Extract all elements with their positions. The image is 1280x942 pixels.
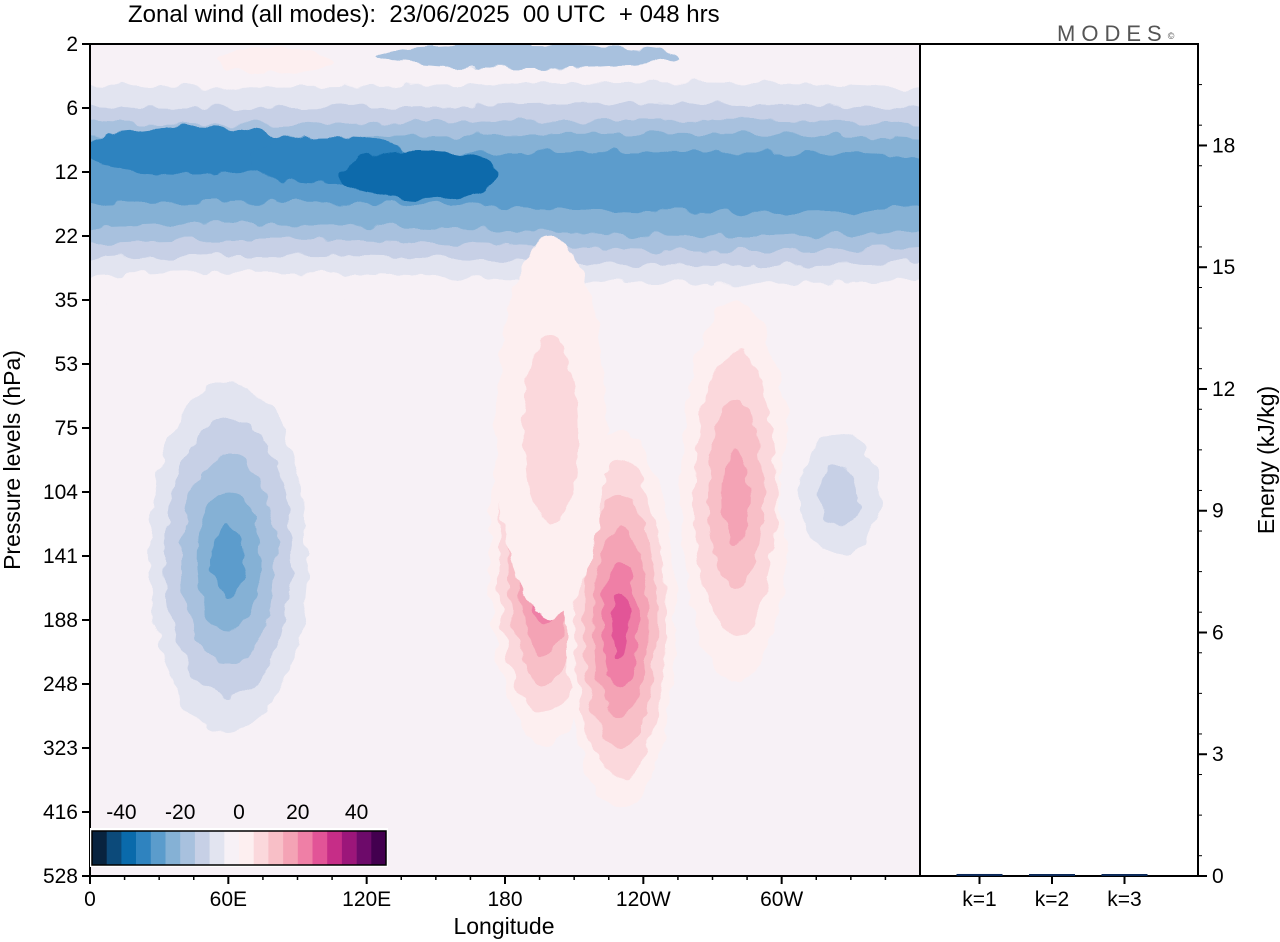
energy-tick-label: 12 [1212, 378, 1235, 401]
x-tick-label: 60W [760, 888, 803, 911]
colorbar-tick-label: 40 [345, 801, 368, 824]
modes-logo: MODES© [1057, 21, 1174, 47]
energy-x-tick-label: k=3 [1107, 888, 1141, 911]
colorbar-swatch [268, 831, 284, 865]
colorbar-swatch [327, 831, 343, 865]
colorbar-swatch [209, 831, 225, 865]
y-tick-label: 12 [55, 161, 78, 184]
y-tick-label: 2 [66, 33, 78, 56]
colorbar-swatch [136, 831, 152, 865]
y-tick-label: 6 [66, 97, 78, 120]
chart-title: Zonal wind (all modes): 23/06/2025 00 UT… [128, 1, 720, 28]
energy-x-tick-label: k=2 [1035, 888, 1069, 911]
energy-tick-label: 6 [1212, 621, 1224, 644]
energy-x-tick-label: k=1 [962, 888, 996, 911]
colorbar-swatch [312, 831, 328, 865]
energy-tick-label: 3 [1212, 743, 1224, 766]
colorbar-swatch [106, 831, 122, 865]
energy-tick-label: 18 [1212, 134, 1235, 157]
colorbar-swatch [194, 831, 210, 865]
y-tick-label: 323 [43, 737, 78, 760]
y-axis-title: Pressure levels (hPa) [0, 350, 25, 570]
colorbar-tick-label: 0 [233, 801, 245, 824]
colorbar-swatch [180, 831, 196, 865]
colorbar-swatch [341, 831, 357, 865]
colorbar-swatch [283, 831, 299, 865]
copyright-mark: © [1167, 31, 1175, 41]
energy-bar [1101, 874, 1148, 876]
x-tick-label: 0 [84, 888, 96, 911]
energy-tick-label: 0 [1212, 865, 1224, 888]
colorbar-frame [91, 830, 387, 866]
energy-tick-label: 15 [1212, 256, 1235, 279]
y-tick-label: 248 [43, 673, 78, 696]
logo-text: MODES [1057, 21, 1168, 46]
colorbar-swatch [356, 831, 372, 865]
colorbar-swatch [253, 831, 269, 865]
colorbar-swatch [224, 831, 240, 865]
colorbar-swatch [150, 831, 166, 865]
y-tick-label: 104 [43, 481, 78, 504]
y-tick-label: 141 [43, 545, 78, 568]
colorbar-swatch [92, 831, 107, 865]
x-tick-label: 60E [210, 888, 247, 911]
x-tick-label: 120E [342, 888, 391, 911]
colorbar-swatch [239, 831, 254, 865]
colorbar-swatch [297, 831, 313, 865]
y-tick-label: 528 [43, 865, 78, 888]
y-tick-label: 75 [55, 417, 78, 440]
energy-panel: k=1 k=2 k=3 0 3 6 9 12 15 18 [919, 43, 1235, 911]
energy-axis-title: Energy (kJ/kg) [1253, 386, 1279, 534]
y-tick-label: 22 [55, 225, 78, 248]
x-tick-label: 180 [487, 888, 522, 911]
energy-bar [1029, 874, 1075, 876]
colorbar-tick-label: 20 [286, 801, 309, 824]
y-tick-label: 35 [55, 289, 78, 312]
x-tick-label: 120W [616, 888, 671, 911]
y-tick-label: 188 [43, 609, 78, 632]
zonal-wind-heatmap [90, 44, 920, 876]
energy-frame [919, 43, 1199, 877]
colorbar-tick-label: -40 [106, 801, 136, 824]
energy-tick-label: 9 [1212, 500, 1224, 523]
colorbar-swatch [165, 831, 181, 865]
colorbar-swatch [121, 831, 137, 865]
y-tick-label: 416 [43, 801, 78, 824]
x-axis-title: Longitude [453, 913, 554, 939]
colorbar-tick-label: -20 [165, 801, 195, 824]
colorbar-swatch [371, 831, 387, 865]
energy-bar [956, 873, 1003, 876]
y-tick-label: 53 [55, 353, 78, 376]
